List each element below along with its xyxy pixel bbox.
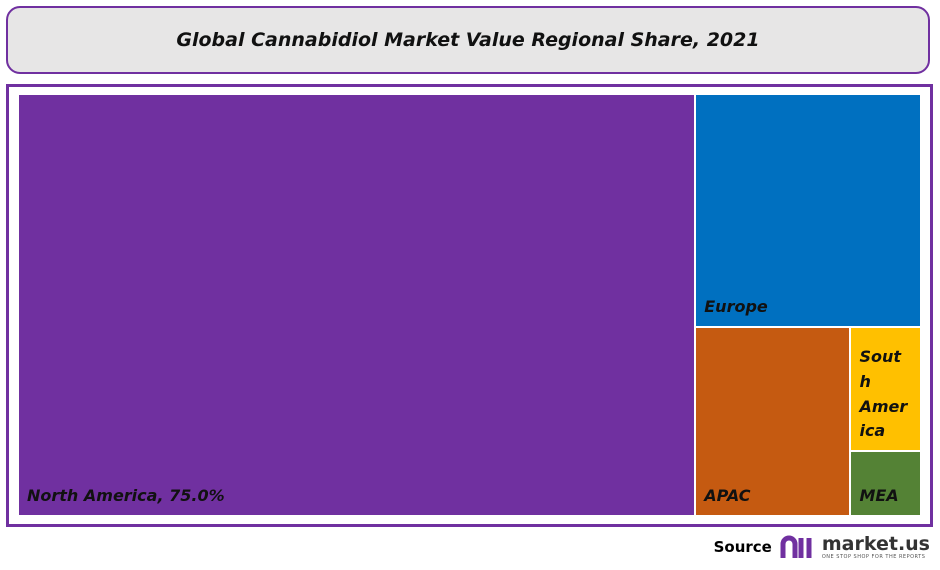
chart-frame <box>6 84 933 527</box>
logo-icon <box>780 535 812 558</box>
source-label: Source <box>713 538 772 556</box>
tile-label: APAC <box>704 486 751 506</box>
tile-label: North America, 75.0% <box>27 486 225 506</box>
tile: North America, 75.0% <box>18 94 696 516</box>
brand-name: market.us <box>821 532 930 555</box>
chart-title: Global Cannabidiol Market Value Regional… <box>6 6 930 74</box>
tile-label: Europe <box>704 297 768 317</box>
tile: APAC <box>695 326 851 516</box>
tile-label: MEA <box>859 486 899 506</box>
brand-tagline: ONE STOP SHOP FOR THE REPORTS <box>821 553 926 560</box>
brand: market.us ONE STOP SHOP FOR THE REPORTS <box>821 532 930 560</box>
tile: South America <box>850 326 921 452</box>
tile-label: South America <box>859 346 908 441</box>
treemap: North America, 75.0% Europe APAC South Amer… <box>18 94 921 516</box>
tile: Europe <box>695 94 921 327</box>
tile: MEA <box>850 451 921 516</box>
source: Source market.us ONE STOP SHOP FOR THE R… <box>714 532 930 562</box>
